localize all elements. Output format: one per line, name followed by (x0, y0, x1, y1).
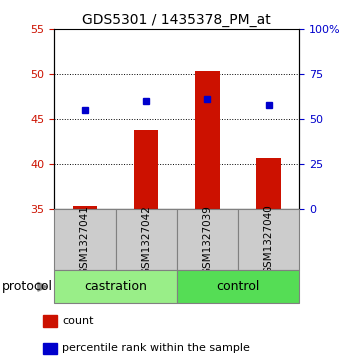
Bar (54, 209, 116, 270)
Text: GSM1327040: GSM1327040 (264, 205, 274, 274)
Bar (134, 130, 158, 209)
Bar (256, 158, 281, 209)
Bar (73, 206, 97, 209)
Text: count: count (62, 316, 94, 326)
Bar (195, 71, 220, 209)
Text: castration: castration (84, 280, 147, 293)
Bar (238, 209, 299, 270)
Text: control: control (216, 280, 260, 293)
Text: GSM1327039: GSM1327039 (202, 205, 212, 274)
Title: GDS5301 / 1435378_PM_at: GDS5301 / 1435378_PM_at (82, 13, 271, 26)
Text: percentile rank within the sample: percentile rank within the sample (62, 343, 250, 354)
Bar (116, 209, 177, 270)
Bar (177, 209, 238, 270)
Bar (54, 270, 177, 303)
Bar (177, 270, 299, 303)
Text: protocol: protocol (2, 280, 53, 293)
Text: GSM1327041: GSM1327041 (80, 205, 90, 274)
Bar (43, 343, 57, 354)
Bar (43, 315, 57, 327)
Text: GSM1327042: GSM1327042 (141, 205, 151, 274)
